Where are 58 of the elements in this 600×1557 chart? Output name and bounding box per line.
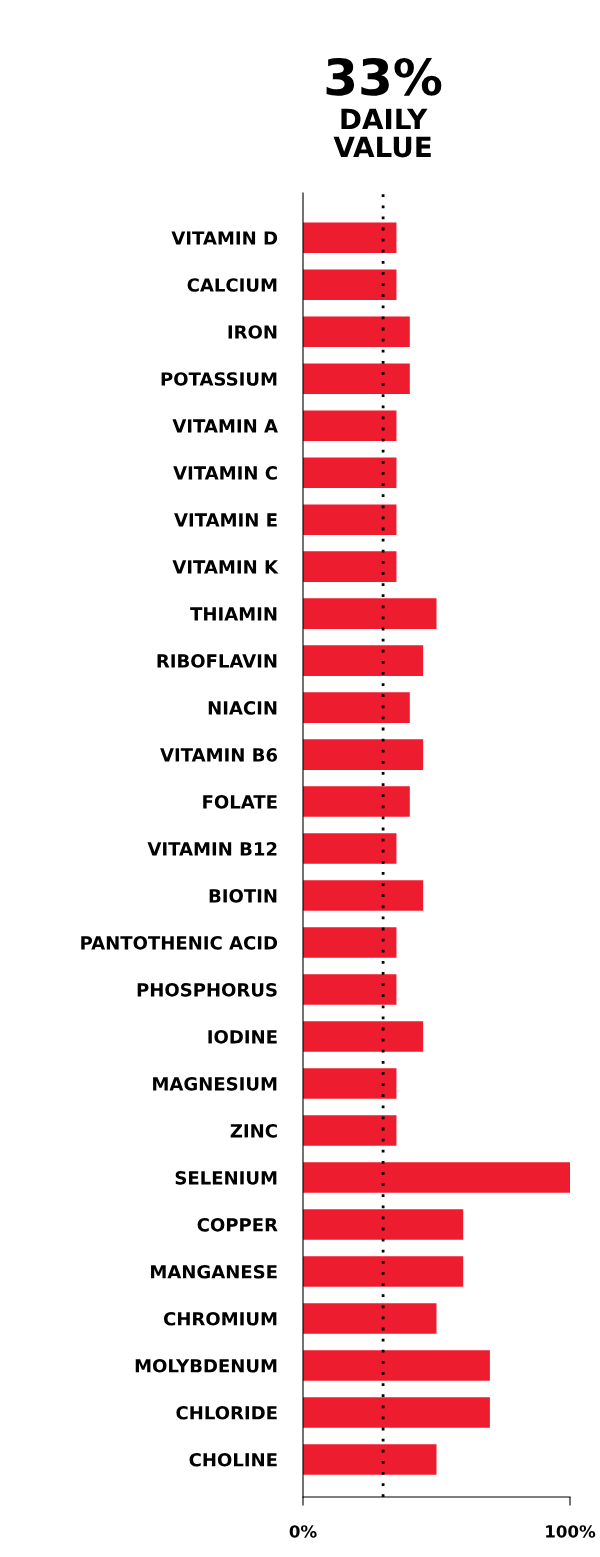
bar [303, 1256, 464, 1287]
bar [303, 927, 397, 958]
bar [303, 786, 410, 817]
y-tick-label: MAGNESIUM [153, 1077, 277, 1091]
bar [303, 457, 397, 488]
y-tick-label: PANTOTHENIC ACID [81, 936, 278, 950]
bar [303, 1209, 464, 1240]
bar [303, 598, 437, 629]
y-tick-label: VITAMIN B6 [160, 748, 278, 762]
bar [303, 410, 397, 441]
bar [303, 1303, 437, 1334]
y-tick-label: CHOLINE [189, 1452, 277, 1467]
y-tick-label: MOLYBDENUM [135, 1358, 277, 1373]
bar [303, 692, 410, 723]
bar [303, 739, 424, 770]
bar [303, 269, 397, 300]
bar [303, 880, 424, 911]
y-tick-label: ZINC [230, 1123, 277, 1138]
y-tick-label: BIOTIN [209, 889, 277, 903]
bar [303, 551, 397, 582]
y-tick-label: RIBOFLAVIN [157, 654, 277, 668]
y-tick-label: THIAMIN [190, 607, 277, 621]
y-tick-label: PHOSPHORUS [137, 983, 277, 997]
bar [303, 222, 397, 253]
y-tick-label: FOLATE [203, 795, 277, 809]
bar [303, 1444, 437, 1475]
bar [303, 1350, 490, 1381]
y-tick-label: SELENIUM [175, 1170, 277, 1185]
y-tick-label: VITAMIN E [174, 513, 277, 527]
x-tick-label: 100% [546, 1525, 596, 1538]
chart-title: 33% [326, 57, 442, 96]
y-tick-label: NIACIN [208, 701, 277, 715]
y-tick-label: MANGANESE [151, 1264, 277, 1279]
y-tick-label: VITAMIN A [172, 419, 278, 433]
bar [303, 1397, 490, 1428]
bar [303, 1115, 397, 1146]
bar [303, 645, 424, 676]
y-tick-label: CHROMIUM [163, 1311, 277, 1326]
bar [303, 974, 397, 1005]
bar [303, 1162, 570, 1193]
y-tick-label: VITAMIN B12 [147, 842, 277, 856]
y-tick-label: VITAMIN D [171, 231, 278, 245]
y-tick-label: CALCIUM [187, 278, 277, 292]
bar [303, 504, 397, 535]
bar [303, 833, 397, 864]
y-tick-label: VITAMIN K [172, 560, 279, 574]
y-tick-label: IRON [228, 325, 277, 339]
chart-subtitle: DAILY VALUE [333, 108, 431, 158]
bar [303, 1021, 424, 1052]
y-tick-label: VITAMIN C [173, 466, 277, 480]
y-tick-label: POTASSIUM [161, 372, 277, 386]
y-tick-label: CHLORIDE [176, 1405, 277, 1420]
bar [303, 363, 410, 394]
y-tick-label: IODINE [208, 1030, 277, 1044]
y-tick-label: COPPER [197, 1217, 278, 1232]
x-tick-label: 0% [289, 1525, 317, 1538]
bar [303, 316, 410, 347]
bar [303, 1068, 397, 1099]
